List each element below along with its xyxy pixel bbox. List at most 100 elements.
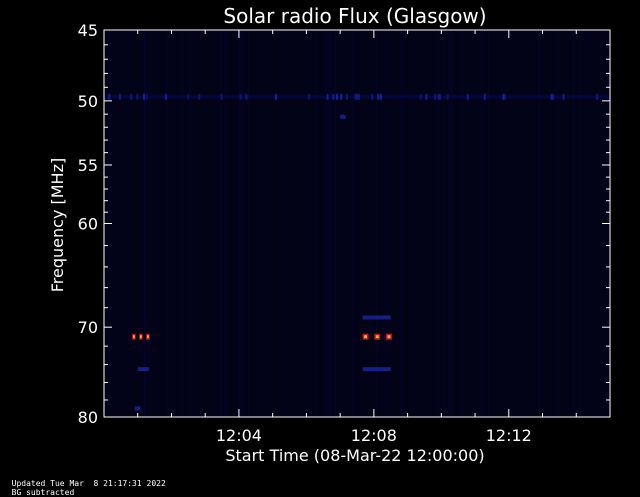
background-streak bbox=[224, 30, 226, 417]
background-streak bbox=[451, 30, 453, 417]
background-streak bbox=[461, 30, 463, 417]
background-streak bbox=[189, 30, 191, 417]
background-streak bbox=[579, 30, 581, 417]
interference-spike bbox=[466, 93, 469, 100]
background-streak bbox=[352, 30, 354, 417]
background-streak bbox=[342, 30, 344, 417]
interference-spike bbox=[274, 93, 277, 100]
faint-feature bbox=[362, 315, 391, 320]
interference-spike bbox=[446, 93, 449, 100]
background-streak bbox=[438, 30, 440, 417]
y-tick-label: 50 bbox=[78, 92, 98, 111]
background-streak bbox=[143, 30, 145, 417]
x-tick-label: 12:04 bbox=[216, 426, 262, 445]
background-streak bbox=[167, 30, 169, 417]
y-tick-label: 55 bbox=[78, 156, 98, 175]
background-streak bbox=[193, 30, 195, 417]
interference-spike bbox=[326, 93, 329, 100]
background-streak bbox=[480, 30, 481, 417]
background-streak bbox=[488, 30, 489, 417]
background-streak bbox=[436, 30, 438, 417]
background-streak bbox=[240, 30, 242, 417]
x-tick-label: 12:12 bbox=[486, 426, 532, 445]
interference-spike bbox=[308, 93, 311, 100]
interference-spike bbox=[377, 93, 380, 100]
interference-spike bbox=[198, 93, 201, 100]
background-streak bbox=[387, 30, 389, 417]
interference-spike bbox=[550, 93, 553, 100]
x-axis: 12:04 12:08 12:12 bbox=[137, 30, 577, 445]
chart-title: Solar radio Flux (Glasgow) bbox=[223, 4, 486, 28]
faint-feature bbox=[340, 114, 346, 119]
interference-spike bbox=[108, 93, 111, 100]
interference-spike bbox=[437, 93, 440, 100]
background-streak bbox=[325, 30, 327, 417]
background-streak bbox=[400, 30, 402, 417]
background-streak bbox=[557, 30, 559, 417]
background-streak bbox=[172, 30, 174, 417]
interference-spike bbox=[379, 93, 382, 100]
interference-spike bbox=[552, 93, 555, 100]
faint-feature bbox=[362, 367, 391, 372]
interference-spike bbox=[596, 93, 599, 100]
background-streak bbox=[482, 30, 484, 417]
footer: Updated Tue Mar 8 21:17:31 2022 BG subtr… bbox=[2, 470, 178, 497]
y-axis-label: Frequency [MHz] bbox=[48, 158, 67, 292]
background-streak bbox=[220, 30, 222, 417]
y-tick-label: 60 bbox=[78, 215, 98, 234]
interference-spike bbox=[502, 93, 505, 100]
background-streak bbox=[384, 30, 386, 417]
interference-spike bbox=[130, 93, 133, 100]
y-tick-label: 70 bbox=[78, 318, 98, 337]
background-streak bbox=[328, 30, 330, 417]
x-tick-label: 12:08 bbox=[351, 426, 397, 445]
background-streak bbox=[448, 30, 450, 417]
interference-spike bbox=[504, 93, 506, 100]
y-tick-label: 45 bbox=[78, 21, 98, 40]
interference-spike bbox=[345, 93, 348, 100]
interference-spike bbox=[332, 93, 335, 100]
background-streak bbox=[538, 30, 540, 417]
interference-spike bbox=[419, 93, 422, 100]
background-streak bbox=[331, 30, 333, 417]
interference-spike bbox=[483, 93, 486, 100]
interference-spike bbox=[434, 93, 437, 100]
background-streak bbox=[356, 30, 358, 417]
background-streak bbox=[401, 30, 403, 417]
background-streak bbox=[375, 30, 377, 417]
background-streak bbox=[239, 30, 240, 417]
background-streak bbox=[212, 30, 214, 417]
interference-spike bbox=[136, 93, 139, 100]
interference-spike bbox=[336, 93, 338, 100]
background-streak bbox=[237, 30, 239, 417]
background-streak bbox=[282, 30, 283, 417]
burst-core bbox=[387, 335, 391, 339]
y-tick-label: 80 bbox=[78, 408, 98, 427]
interference-spike bbox=[145, 93, 148, 100]
background-streak bbox=[116, 30, 118, 417]
interference-spike bbox=[143, 93, 145, 100]
background-streak bbox=[587, 30, 589, 417]
bg-subtracted-note: BG subtracted bbox=[11, 488, 75, 497]
plot-area bbox=[103, 29, 611, 418]
background-streak bbox=[149, 30, 151, 417]
faint-feature bbox=[134, 406, 141, 411]
interference-spike bbox=[118, 93, 121, 100]
interference-spike bbox=[439, 93, 441, 100]
background-streak bbox=[402, 30, 404, 417]
interference-spike bbox=[220, 93, 223, 100]
interference-spike bbox=[354, 93, 356, 100]
background-streak bbox=[181, 30, 183, 417]
burst-core bbox=[147, 335, 149, 339]
updated-timestamp: Updated Tue Mar 8 21:17:31 2022 bbox=[11, 479, 166, 488]
background-streak bbox=[162, 30, 164, 417]
interference-spike bbox=[187, 93, 190, 100]
background-streak bbox=[165, 30, 167, 417]
burst-core bbox=[364, 335, 367, 339]
interference-spike bbox=[164, 93, 167, 100]
interference-spike bbox=[358, 93, 361, 100]
burst-core bbox=[140, 335, 142, 339]
interference-spike bbox=[371, 93, 374, 100]
background-streak bbox=[530, 30, 532, 417]
interference-spike bbox=[245, 93, 248, 100]
